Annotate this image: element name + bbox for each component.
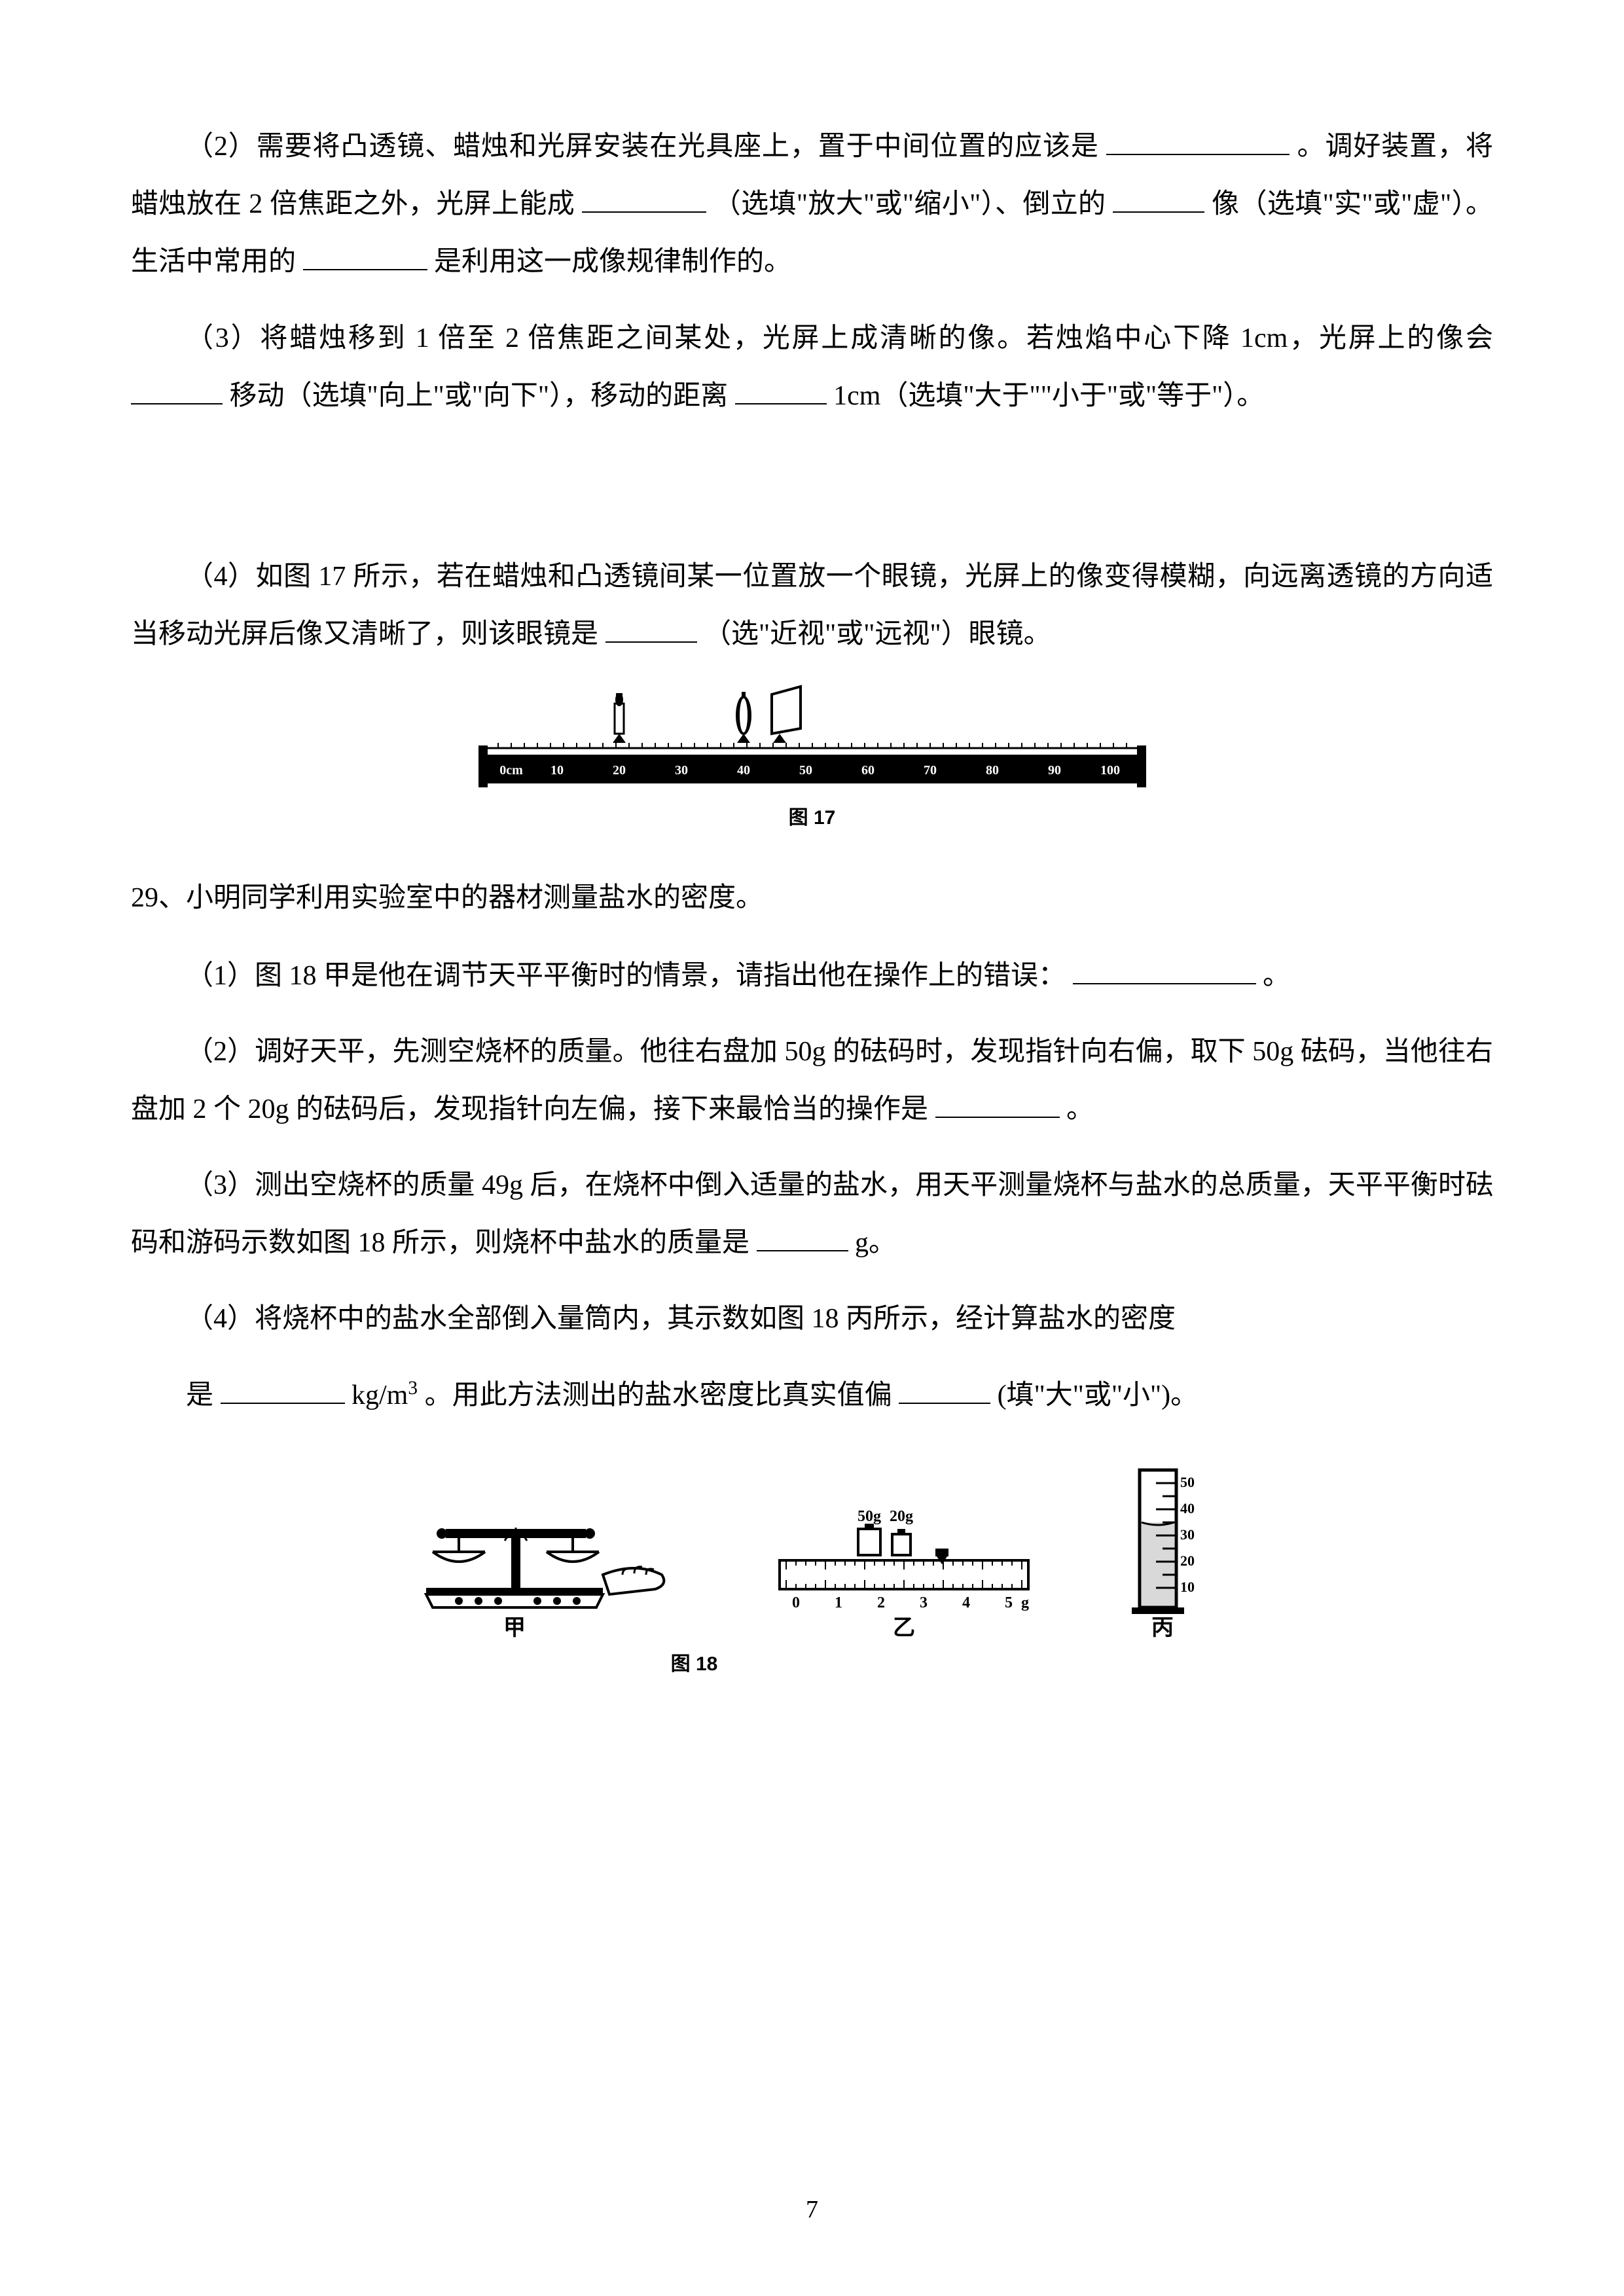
svg-text:5: 5 (1005, 1594, 1013, 1611)
q28-part3: （3）将蜡烛移到 1 倍至 2 倍焦距之间某处，光屏上成清晰的像。若烛焰中心下降… (131, 310, 1493, 425)
svg-text:10: 10 (1180, 1579, 1195, 1595)
svg-text:80: 80 (986, 763, 999, 778)
figure-caption: 图 17 (131, 801, 1493, 830)
text: （选"近视"或"远视"）眼镜。 (704, 619, 1051, 649)
ruler-yi-icon: 50g 20g (780, 1508, 1029, 1611)
svg-text:30: 30 (675, 763, 688, 778)
text: （4）将烧杯中的盐水全部倒入量筒内，其示数如图 18 丙所示，经计算盐水的密度 (186, 1304, 1176, 1334)
label-bing: 丙 (1151, 1616, 1174, 1640)
text: （1）图 18 甲是他在调节天平平衡时的情景，请指出他在操作上的错误： (186, 961, 1066, 991)
svg-text:0cm: 0cm (499, 763, 523, 778)
blank[interactable] (1073, 957, 1256, 984)
text: 移动（选填"向上"或"向下"），移动的距离 (230, 381, 729, 411)
blank[interactable] (935, 1090, 1060, 1118)
figure-17: 0cm 10 20 30 40 50 60 70 80 90 100 (131, 683, 1493, 830)
blank[interactable] (899, 1376, 990, 1404)
svg-text:100: 100 (1100, 763, 1120, 778)
svg-text:90: 90 (1048, 763, 1061, 778)
balance-jia-icon (426, 1528, 664, 1607)
q29-part1: （1）图 18 甲是他在调节天平平衡时的情景，请指出他在操作上的错误： 。 (131, 947, 1493, 1005)
candle-icon (613, 693, 626, 743)
text: kg/m (352, 1380, 408, 1410)
lens-icon (736, 692, 751, 743)
text: 。 (1263, 961, 1290, 991)
svg-text:40: 40 (737, 763, 750, 778)
svg-text:40: 40 (1180, 1500, 1195, 1516)
blank[interactable] (303, 243, 427, 270)
blank[interactable] (757, 1224, 848, 1251)
text: 是利用这一成像规律制作的。 (434, 247, 791, 277)
text: 是 (186, 1380, 213, 1410)
svg-text:0: 0 (792, 1594, 800, 1611)
blank[interactable] (582, 185, 706, 213)
q29-title: 29、小明同学利用实验室中的器材测量盐水的密度。 (131, 869, 1493, 927)
svg-text:20g: 20g (890, 1508, 913, 1525)
svg-text:2: 2 (877, 1594, 885, 1611)
svg-text:50g: 50g (857, 1508, 881, 1525)
page-number: 7 (0, 2195, 1624, 2224)
text: (填"大"或"小")。 (998, 1380, 1199, 1410)
blank[interactable] (605, 615, 697, 643)
text: （2）调好天平，先测空烧杯的质量。他往右盘加 50g 的砝码时，发现指针向右偏，… (131, 1037, 1493, 1124)
svg-text:3: 3 (920, 1594, 928, 1611)
q29-part3: （3）测出空烧杯的质量 49g 后，在烧杯中倒入适量的盐水，用天平测量烧杯与盐水… (131, 1157, 1493, 1272)
text: （选填"放大"或"缩小"）、倒立的 (713, 189, 1106, 219)
svg-text:70: 70 (924, 763, 937, 778)
q28-part4: （4）如图 17 所示，若在蜡烛和凸透镜间某一位置放一个眼镜，光屏上的像变得模糊… (131, 548, 1493, 663)
svg-text:20: 20 (613, 763, 626, 778)
text: 。 (1066, 1094, 1094, 1124)
svg-text:20: 20 (1180, 1552, 1195, 1569)
density-experiment-diagram: 甲 50g 20g (387, 1444, 1238, 1647)
svg-text:50: 50 (1180, 1474, 1195, 1490)
blank[interactable] (131, 377, 223, 404)
svg-text:1: 1 (835, 1594, 842, 1611)
exponent: 3 (408, 1378, 418, 1399)
screen-icon (772, 687, 801, 743)
text: （3）将蜡烛移到 1 倍至 2 倍焦距之间某处，光屏上成清晰的像。若烛焰中心下降… (186, 323, 1493, 353)
svg-text:10: 10 (550, 763, 564, 778)
optical-bench-diagram: 0cm 10 20 30 40 50 60 70 80 90 100 (472, 683, 1153, 794)
blank[interactable] (735, 377, 827, 404)
svg-text:30: 30 (1180, 1526, 1195, 1543)
figure-18: 甲 50g 20g (131, 1444, 1493, 1676)
label-jia: 甲 (503, 1616, 526, 1640)
blank[interactable] (221, 1376, 345, 1404)
q29-part5: 是 kg/m3 。用此方法测出的盐水密度比真实值偏 (填"大"或"小")。 (131, 1367, 1493, 1424)
text: （2）需要将凸透镜、蜡烛和光屏安装在光具座上，置于中间位置的应该是 (186, 132, 1099, 162)
svg-text:g: g (1021, 1594, 1029, 1611)
text: 1cm（选填"大于""小于"或"等于"）。 (833, 381, 1264, 411)
blank[interactable] (1113, 185, 1204, 213)
text: g。 (855, 1228, 896, 1258)
svg-text:4: 4 (962, 1594, 970, 1611)
q28-part2: （2）需要将凸透镜、蜡烛和光屏安装在光具座上，置于中间位置的应该是 。调好装置，… (131, 118, 1493, 291)
svg-text:60: 60 (861, 763, 875, 778)
q29-part4: （4）将烧杯中的盐水全部倒入量筒内，其示数如图 18 丙所示，经计算盐水的密度 (131, 1290, 1493, 1348)
cylinder-bing-icon: 50 40 30 20 10 (1132, 1470, 1195, 1614)
figure-caption: 图 18 (0, 1647, 1493, 1676)
q29-part2: （2）调好天平，先测空烧杯的质量。他往右盘加 50g 的砝码时，发现指针向右偏，… (131, 1023, 1493, 1138)
label-yi: 乙 (893, 1616, 915, 1640)
blank[interactable] (1106, 128, 1290, 155)
svg-text:50: 50 (799, 763, 812, 778)
text: 。用此方法测出的盐水密度比真实值偏 (425, 1380, 892, 1410)
